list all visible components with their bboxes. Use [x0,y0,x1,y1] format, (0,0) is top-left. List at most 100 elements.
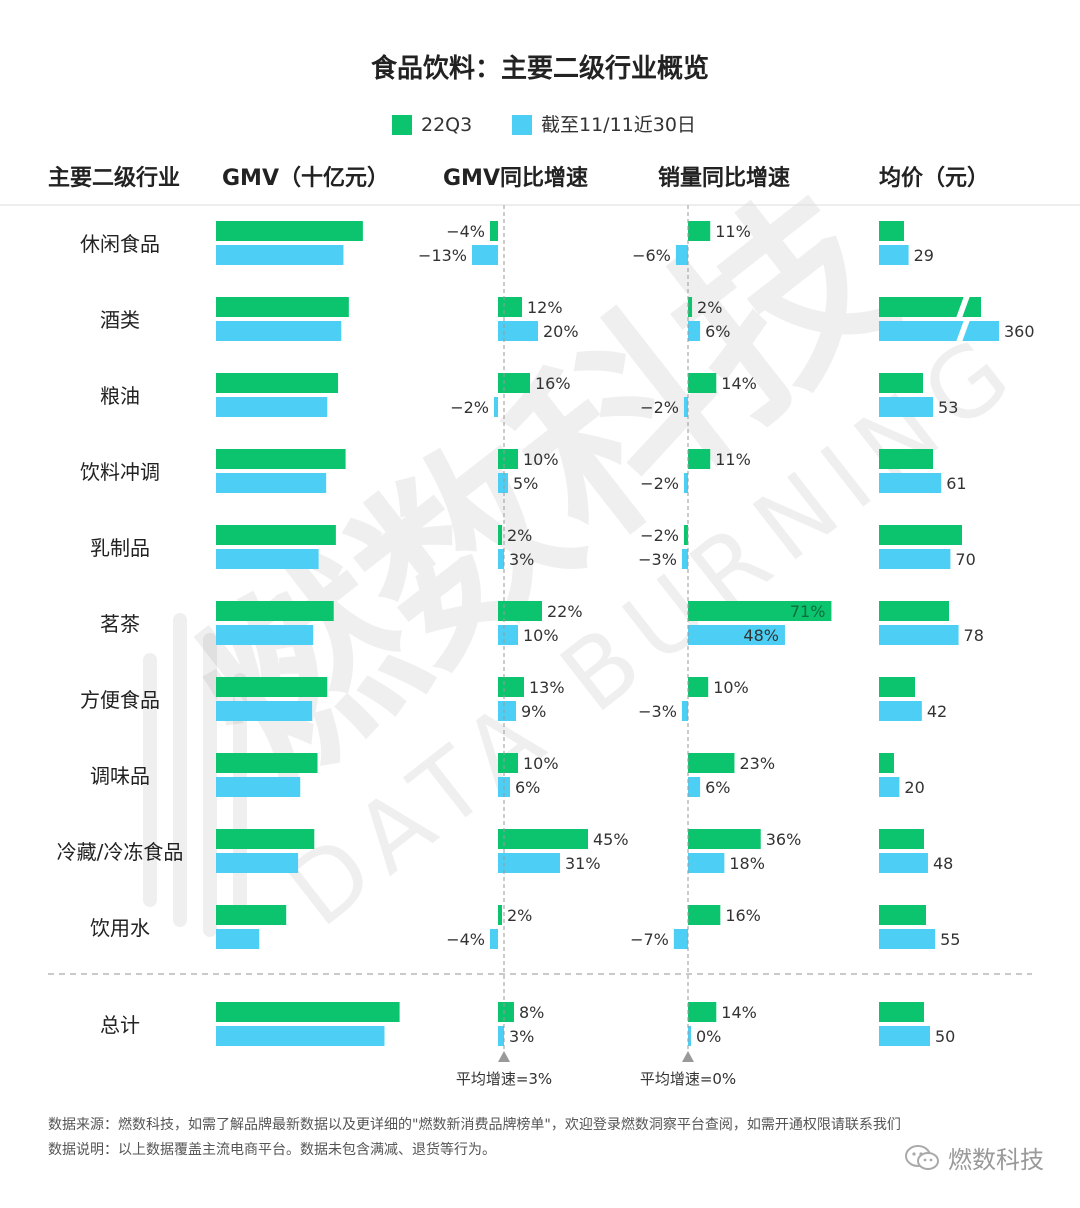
gmv-growth-value-label: 6% [515,778,540,797]
gmv-bar-q3 [216,449,346,469]
header-category: 主要二级行业 [48,166,181,191]
gmv-bar-recent [216,321,342,341]
gmv-bar-recent [216,1026,385,1046]
gmv-growth-value-label: 2% [507,906,532,925]
gmv-growth-value-label: 8% [519,1003,544,1022]
gmv-growth-bar-q3 [498,677,524,697]
volume-growth-avg-marker-icon [682,1051,694,1062]
footer-source: 数据来源：燃数科技，如需了解品牌最新数据以及更详细的"燃数新消费品牌榜单"，欢迎… [48,1117,901,1133]
gmv-bar-q3 [216,601,334,621]
category-label: 休闲食品 [80,232,160,256]
volume-growth-bar-q3 [688,1002,717,1022]
price-value-label: 61 [946,474,966,493]
gmv-bar-q3 [216,1002,400,1022]
gmv-growth-bar-q3 [498,449,518,469]
gmv-growth-bar-q3 [498,373,530,393]
volume-growth-value-label: 18% [729,854,765,873]
header-gmv-growth: GMV同比增速 [443,166,588,191]
category-label: 饮用水 [90,916,150,940]
volume-growth-value-label: −3% [638,550,677,569]
volume-growth-bar-recent [675,245,688,265]
wechat-icon [905,1144,939,1170]
gmv-growth-bar-q3 [498,753,518,773]
gmv-growth-bar-q3 [498,525,502,545]
gmv-growth-bar-recent [498,1026,504,1046]
volume-growth-bar-q3 [688,905,721,925]
gmv-growth-value-label: 10% [523,626,559,645]
price-bar-recent [879,625,959,645]
volume-growth-value-label: 14% [721,374,757,393]
volume-growth-value-label: 36% [766,830,802,849]
volume-growth-value-label: 0% [696,1027,721,1046]
gmv-growth-bar-recent [490,929,498,949]
volume-growth-value-label: −2% [640,526,679,545]
volume-growth-avg-label: 平均增速=0% [640,1070,736,1088]
price-bar-recent [879,853,928,873]
gmv-growth-value-label: −4% [446,222,485,241]
volume-growth-bar-recent [683,397,688,417]
price-value-label: 20 [904,778,924,797]
category-label: 冷藏/冷冻食品 [57,840,184,864]
gmv-bar-recent [216,625,314,645]
volume-growth-value-label: −7% [630,930,669,949]
price-bar-q3 [879,297,981,317]
gmv-growth-value-label: 3% [509,550,534,569]
volume-growth-value-label: 6% [705,322,730,341]
brand: 燃数科技 [904,1140,1044,1175]
legend-label-q3: 22Q3 [421,114,473,136]
gmv-bar-q3 [216,221,363,241]
price-bar-recent [879,321,999,341]
volume-growth-value-label: 6% [705,778,730,797]
volume-growth-bar-q3 [688,601,832,621]
legend-swatch-recent [512,115,532,135]
price-bar-q3 [879,525,962,545]
volume-growth-bar-recent [683,473,688,493]
legend: 22Q3 截至11/11近30日 [0,112,1080,138]
volume-growth-value-label: 48% [743,626,779,645]
price-value-label: 42 [927,702,947,721]
volume-growth-value-label: −3% [638,702,677,721]
header-avg-price: 均价（元） [879,166,990,191]
volume-growth-value-label: −2% [640,398,679,417]
volume-growth-value-label: 23% [739,754,775,773]
category-label: 总计 [100,1013,140,1037]
gmv-growth-value-label: 10% [523,754,559,773]
volume-growth-bar-q3 [688,221,711,241]
gmv-growth-value-label: 13% [529,678,565,697]
volume-growth-bar-recent [681,549,688,569]
price-value-label: 55 [940,930,960,949]
price-value-label: 360 [1004,322,1035,341]
gmv-bar-q3 [216,297,349,317]
category-label: 饮料冲调 [80,460,160,484]
volume-growth-bar-q3 [688,297,693,317]
category-label: 调味品 [90,764,150,788]
price-bar-q3 [879,601,949,621]
gmv-growth-value-label: 20% [543,322,579,341]
gmv-growth-value-label: 3% [509,1027,534,1046]
gmv-bar-q3 [216,525,336,545]
price-bar-q3 [879,905,926,925]
gmv-growth-value-label: 10% [523,450,559,469]
volume-growth-value-label: 11% [715,450,751,469]
gmv-growth-bar-q3 [498,1002,514,1022]
gmv-bar-q3 [216,829,315,849]
legend-swatch-q3 [392,115,412,135]
price-bar-q3 [879,449,933,469]
price-value-label: 50 [935,1027,955,1046]
price-value-label: 29 [914,246,934,265]
category-label: 酒类 [100,308,140,332]
gmv-growth-bar-q3 [498,601,542,621]
gmv-growth-value-label: 5% [513,474,538,493]
brand-name: 燃数科技 [948,1146,1044,1174]
category-label: 粮油 [100,384,140,408]
gmv-growth-value-label: 9% [521,702,546,721]
volume-growth-value-label: −6% [632,246,671,265]
price-bar-q3 [879,753,894,773]
gmv-growth-bar-q3 [490,221,498,241]
category-label: 乳制品 [90,536,150,560]
volume-growth-bar-recent [688,853,725,873]
gmv-bar-recent [216,777,301,797]
volume-growth-value-label: 10% [713,678,749,697]
gmv-bar-recent [216,929,260,949]
